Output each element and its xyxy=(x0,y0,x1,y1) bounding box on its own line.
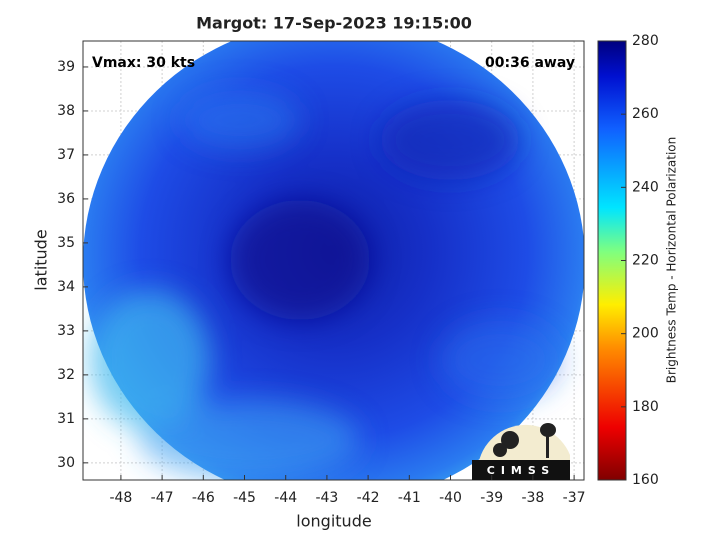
cloud-features xyxy=(90,90,560,480)
y-axis-label: latitude xyxy=(32,229,51,290)
x-tick-label: -48 xyxy=(109,490,132,506)
x-axis-label: longitude xyxy=(296,512,371,531)
y-tick-label: 31 xyxy=(57,411,75,427)
y-tick-label: 35 xyxy=(57,235,75,251)
colorbar-tick-label: 260 xyxy=(632,106,659,122)
annotation: Vmax: 30 kts xyxy=(92,55,195,71)
y-tick-label: 39 xyxy=(57,59,75,75)
x-tick-label: -44 xyxy=(274,490,297,506)
x-tick-label: -40 xyxy=(439,490,462,506)
colorbar-tick-label: 160 xyxy=(632,472,659,488)
cimss-logo: CIMSS xyxy=(472,423,570,480)
logo-text: CIMSS xyxy=(487,464,555,477)
y-tick-label: 33 xyxy=(57,323,75,339)
y-tick-label: 38 xyxy=(57,103,75,119)
satellite-image xyxy=(83,41,584,480)
chart-title: Margot: 17-Sep-2023 19:15:00 xyxy=(196,14,472,33)
colorbar-tick-label: 180 xyxy=(632,399,659,415)
y-tick-label: 37 xyxy=(57,147,75,163)
x-tick-label: -39 xyxy=(480,490,503,506)
colorbar-tick-label: 280 xyxy=(632,33,659,49)
x-tick-label: -46 xyxy=(192,490,215,506)
x-tick-label: -47 xyxy=(151,490,174,506)
y-tick-label: 30 xyxy=(57,455,75,471)
colorbar-tick-label: 200 xyxy=(632,326,659,342)
x-tick-label: -37 xyxy=(563,490,586,506)
x-tick-label: -38 xyxy=(521,490,544,506)
y-tick-label: 32 xyxy=(57,367,75,383)
colorbar-tick-label: 240 xyxy=(632,179,659,195)
x-tick-label: -45 xyxy=(233,490,256,506)
colorbar-label: Brightness Temp - Horizontal Polarizatio… xyxy=(665,137,679,384)
x-tick-label: -43 xyxy=(315,490,338,506)
x-tick-label: -42 xyxy=(357,490,380,506)
x-tick-label: -41 xyxy=(398,490,421,506)
y-tick-label: 34 xyxy=(57,279,75,295)
y-tick-label: 36 xyxy=(57,191,75,207)
plot-frame xyxy=(82,40,585,481)
annotation: 00:36 away xyxy=(485,55,575,71)
colorbar-tick-label: 220 xyxy=(632,253,659,269)
